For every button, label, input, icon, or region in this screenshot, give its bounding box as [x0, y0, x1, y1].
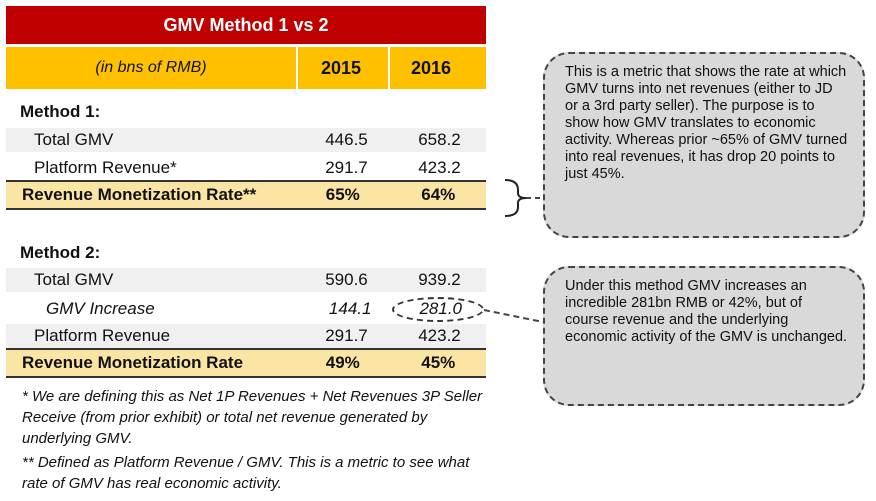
table-title: GMV Method 1 vs 2 — [6, 6, 486, 44]
value-2016: 423.2 — [418, 158, 461, 177]
value-2016: 939.2 — [418, 270, 461, 289]
method2-heading: Method 2: — [20, 243, 101, 262]
value-2016: 658.2 — [418, 130, 461, 149]
table-header-row: (in bns of RMB) 2015 2016 — [6, 47, 486, 89]
value-2016: 64% — [421, 185, 456, 204]
row-label: Total GMV — [34, 270, 114, 289]
row-label: Platform Revenue* — [34, 158, 177, 177]
highlight-circle — [392, 297, 484, 322]
footnote-2: ** Defined as Platform Revenue / GMV. Th… — [22, 454, 470, 492]
year-2016-header: 2016 — [410, 57, 452, 78]
row-label: Revenue Monetization Rate — [22, 353, 244, 372]
monetization-rate-row: Revenue Monetization Rate** 65% 64% — [6, 180, 486, 210]
value-2015: 446.5 — [325, 130, 368, 149]
header-divider — [388, 47, 390, 89]
method2-callout: Under this method GMV increases an incre… — [543, 266, 865, 406]
monetization-rate-row: Revenue Monetization Rate 49% 45% — [6, 348, 486, 378]
method1-heading: Method 1: — [20, 102, 101, 121]
table-row: Total GMV 446.5 658.2 — [6, 128, 486, 152]
units-label: (in bns of RMB) — [95, 59, 207, 76]
table-row: Platform Revenue 291.7 423.2 — [6, 324, 486, 348]
row-label: GMV Increase — [46, 299, 155, 318]
row-label: Platform Revenue — [34, 326, 171, 345]
table-row: Total GMV 590.6 939.2 — [6, 268, 486, 292]
row-label: Total GMV — [34, 130, 114, 149]
table-row: Platform Revenue* 291.7 423.2 — [6, 156, 486, 180]
value-2015: 49% — [325, 353, 360, 372]
circle-connector — [483, 309, 544, 323]
year-2015-header: 2015 — [320, 57, 362, 78]
value-2015: 65% — [325, 185, 360, 204]
header-divider — [296, 47, 298, 89]
value-2016: 45% — [421, 353, 456, 372]
value-2015: 291.7 — [325, 326, 368, 345]
value-2015: 144.1 — [328, 299, 372, 318]
value-2016: 423.2 — [418, 326, 461, 345]
footnote-1: * We are defining this as Net 1P Revenue… — [22, 388, 483, 447]
row-label: Revenue Monetization Rate** — [22, 185, 257, 204]
bracket-connector — [504, 179, 527, 217]
value-2015: 590.6 — [325, 270, 368, 289]
method1-callout: This is a metric that shows the rate at … — [543, 52, 865, 238]
value-2015: 291.7 — [325, 158, 368, 177]
